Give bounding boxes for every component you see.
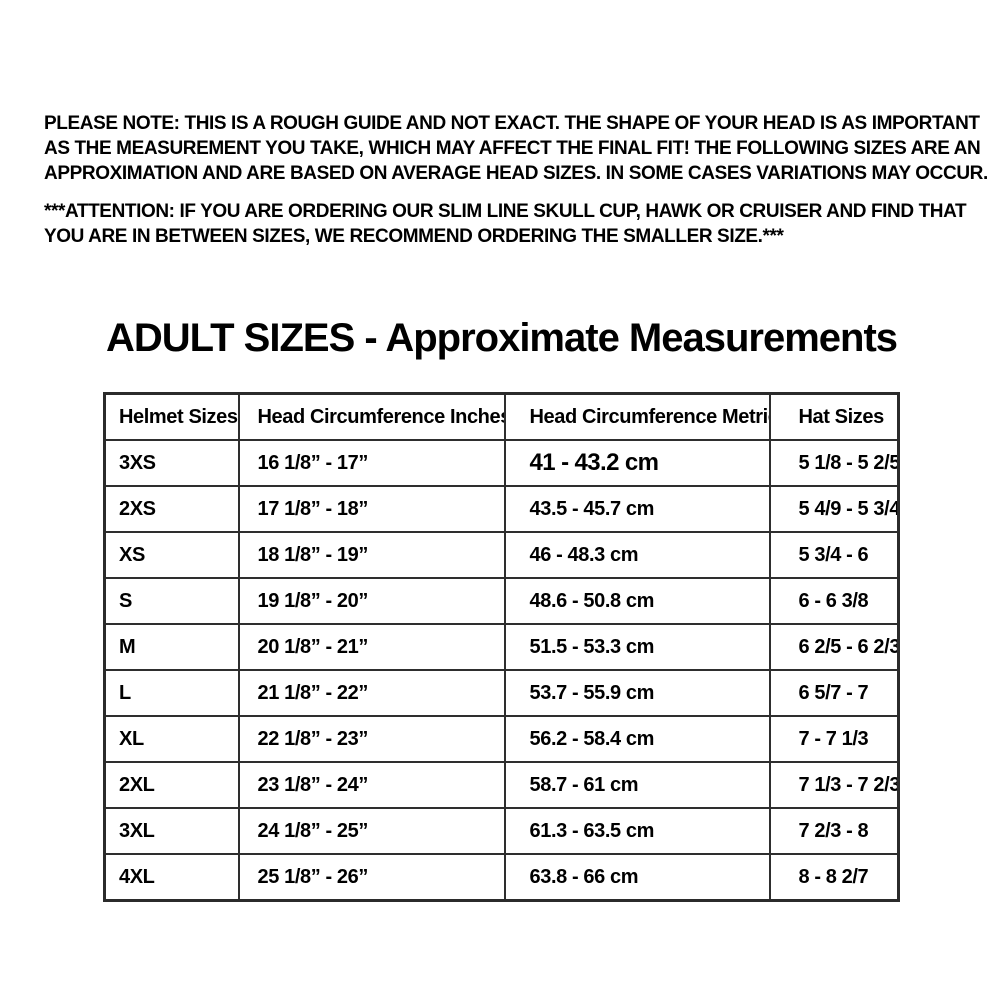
hat-size-cell: 6 5/7 - 7 bbox=[768, 669, 900, 717]
metric-cell: 61.3 - 63.5 cm bbox=[503, 807, 771, 855]
metric-cell: 58.7 - 61 cm bbox=[503, 761, 771, 809]
note-attention-line: ***ATTENTION: IF YOU ARE ORDERING OUR SL… bbox=[44, 201, 967, 222]
inches-cell: 21 1/8” - 22” bbox=[237, 669, 506, 717]
table-header-row: Helmet Sizes Head Circumference Inches H… bbox=[103, 392, 900, 441]
note-disclaimer-line: PLEASE NOTE: THIS IS A ROUGH GUIDE AND N… bbox=[44, 113, 980, 134]
helmet-size-cell: 2XL bbox=[103, 761, 240, 809]
note-disclaimer-line: APPROXIMATION AND ARE BASED ON AVERAGE H… bbox=[44, 163, 988, 184]
note-disclaimer: PLEASE NOTE: THIS IS A ROUGH GUIDE AND N… bbox=[44, 111, 988, 186]
table-row: L 21 1/8” - 22” 53.7 - 55.9 cm 6 5/7 - 7 bbox=[103, 669, 900, 717]
hat-size-cell: 5 3/4 - 6 bbox=[768, 531, 900, 579]
note-attention: ***ATTENTION: IF YOU ARE ORDERING OUR SL… bbox=[44, 199, 974, 249]
hat-size-cell: 6 - 6 3/8 bbox=[768, 577, 900, 625]
metric-cell: 41 - 43.2 cm bbox=[503, 439, 771, 487]
table-row: 2XL 23 1/8” - 24” 58.7 - 61 cm 7 1/3 - 7… bbox=[103, 761, 900, 809]
helmet-size-cell: 2XS bbox=[103, 485, 240, 533]
hat-size-cell: 5 4/9 - 5 3/4 bbox=[768, 485, 900, 533]
table-row: XL 22 1/8” - 23” 56.2 - 58.4 cm 7 - 7 1/… bbox=[103, 715, 900, 763]
col-header-circumference-inches: Head Circumference Inches bbox=[237, 392, 506, 441]
hat-size-cell: 6 2/5 - 6 2/3 bbox=[768, 623, 900, 671]
notes-section: PLEASE NOTE: THIS IS A ROUGH GUIDE AND N… bbox=[44, 111, 988, 262]
note-disclaimer-line: AS THE MEASUREMENT YOU TAKE, WHICH MAY A… bbox=[44, 138, 981, 159]
col-header-hat-sizes: Hat Sizes bbox=[768, 392, 900, 441]
inches-cell: 25 1/8” - 26” bbox=[237, 853, 506, 902]
inches-cell: 24 1/8” - 25” bbox=[237, 807, 506, 855]
col-header-circumference-metric: Head Circumference Metric bbox=[503, 392, 771, 441]
inches-cell: 19 1/8” - 20” bbox=[237, 577, 506, 625]
inches-cell: 16 1/8” - 17” bbox=[237, 439, 506, 487]
table-row: M 20 1/8” - 21” 51.5 - 53.3 cm 6 2/5 - 6… bbox=[103, 623, 900, 671]
table-row: XS 18 1/8” - 19” 46 - 48.3 cm 5 3/4 - 6 bbox=[103, 531, 900, 579]
helmet-size-cell: M bbox=[103, 623, 240, 671]
hat-size-cell: 7 - 7 1/3 bbox=[768, 715, 900, 763]
metric-cell: 56.2 - 58.4 cm bbox=[503, 715, 771, 763]
inches-cell: 23 1/8” - 24” bbox=[237, 761, 506, 809]
metric-cell: 43.5 - 45.7 cm bbox=[503, 485, 771, 533]
metric-cell: 51.5 - 53.3 cm bbox=[503, 623, 771, 671]
inches-cell: 17 1/8” - 18” bbox=[237, 485, 506, 533]
helmet-size-cell: 3XL bbox=[103, 807, 240, 855]
inches-cell: 22 1/8” - 23” bbox=[237, 715, 506, 763]
table-row: S 19 1/8” - 20” 48.6 - 50.8 cm 6 - 6 3/8 bbox=[103, 577, 900, 625]
col-header-helmet-sizes: Helmet Sizes bbox=[103, 392, 240, 441]
table-row: 4XL 25 1/8” - 26” 63.8 - 66 cm 8 - 8 2/7 bbox=[103, 853, 900, 902]
hat-size-cell: 7 2/3 - 8 bbox=[768, 807, 900, 855]
hat-size-cell: 8 - 8 2/7 bbox=[768, 853, 900, 902]
table-row: 3XS 16 1/8” - 17” 41 - 43.2 cm 5 1/8 - 5… bbox=[103, 439, 900, 487]
inches-cell: 18 1/8” - 19” bbox=[237, 531, 506, 579]
hat-size-cell: 5 1/8 - 5 2/5 bbox=[768, 439, 900, 487]
helmet-size-cell: XS bbox=[103, 531, 240, 579]
helmet-size-cell: L bbox=[103, 669, 240, 717]
metric-cell: 63.8 - 66 cm bbox=[503, 853, 771, 902]
metric-cell: 53.7 - 55.9 cm bbox=[503, 669, 771, 717]
helmet-size-cell: 3XS bbox=[103, 439, 240, 487]
helmet-size-cell: XL bbox=[103, 715, 240, 763]
page-title: ADULT SIZES - Approximate Measurements bbox=[106, 316, 898, 360]
adult-sizes-table: Helmet Sizes Head Circumference Inches H… bbox=[103, 392, 900, 902]
hat-size-cell: 7 1/3 - 7 2/3 bbox=[768, 761, 900, 809]
inches-cell: 20 1/8” - 21” bbox=[237, 623, 506, 671]
helmet-size-cell: S bbox=[103, 577, 240, 625]
helmet-size-cell: 4XL bbox=[103, 853, 240, 902]
table-row: 3XL 24 1/8” - 25” 61.3 - 63.5 cm 7 2/3 -… bbox=[103, 807, 900, 855]
note-attention-line: YOU ARE IN BETWEEN SIZES, WE RECOMMEND O… bbox=[44, 226, 784, 247]
table-row: 2XS 17 1/8” - 18” 43.5 - 45.7 cm 5 4/9 -… bbox=[103, 485, 900, 533]
metric-cell: 46 - 48.3 cm bbox=[503, 531, 771, 579]
metric-cell: 48.6 - 50.8 cm bbox=[503, 577, 771, 625]
